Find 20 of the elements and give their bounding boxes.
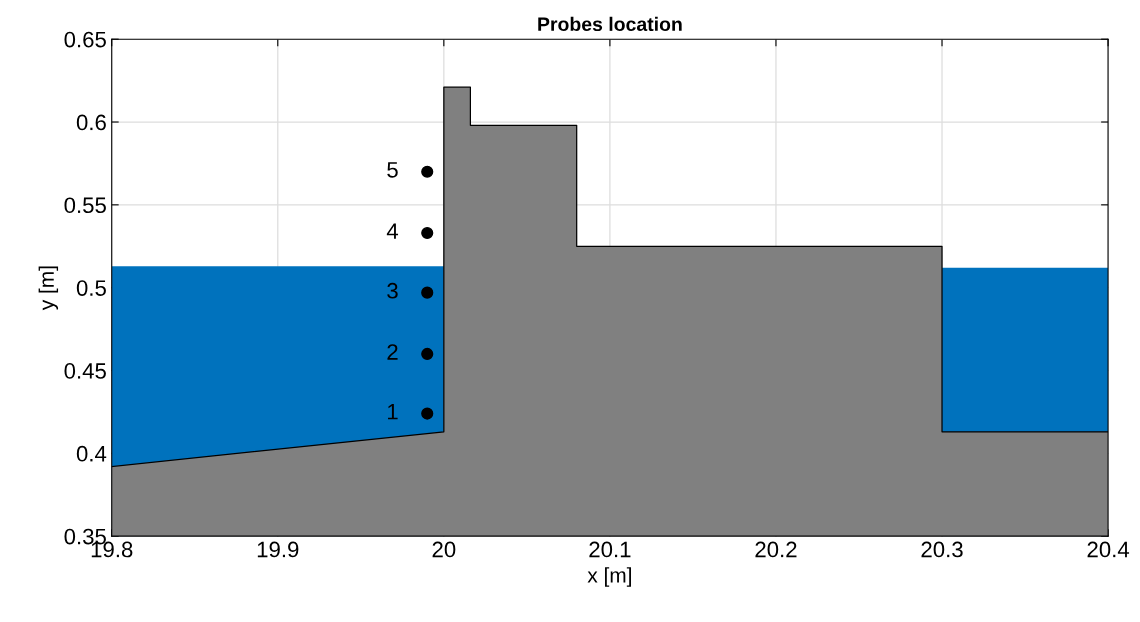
x-tick-label: 20 — [432, 541, 456, 558]
series-label: 5 — [387, 162, 398, 178]
y-tick-label: 0.6 — [76, 114, 106, 131]
series-label: 1 — [388, 404, 398, 420]
x-axis-title: x [m] — [587, 567, 631, 587]
series-label: 3 — [387, 282, 398, 299]
y-tick-label: 0.5 — [76, 280, 106, 296]
x-tick-label: 20.4 — [1087, 541, 1130, 558]
x-tick-label: 20.1 — [589, 541, 631, 558]
y-tick-label: 0.65 — [64, 31, 106, 48]
series-label: 4 — [386, 223, 399, 239]
chart-title: Probes location — [538, 16, 682, 32]
series-label: 2 — [387, 344, 398, 360]
y-tick-label: 0.45 — [64, 363, 106, 379]
x-tick-label: 19.9 — [257, 541, 299, 558]
y-axis-title: y [m] — [38, 266, 59, 311]
y-tick-label: 0.4 — [76, 445, 107, 462]
x-tick-label: 20.3 — [921, 541, 963, 558]
y-tick-label: 0.55 — [64, 197, 106, 214]
x-tick-label: 20.2 — [755, 541, 797, 558]
